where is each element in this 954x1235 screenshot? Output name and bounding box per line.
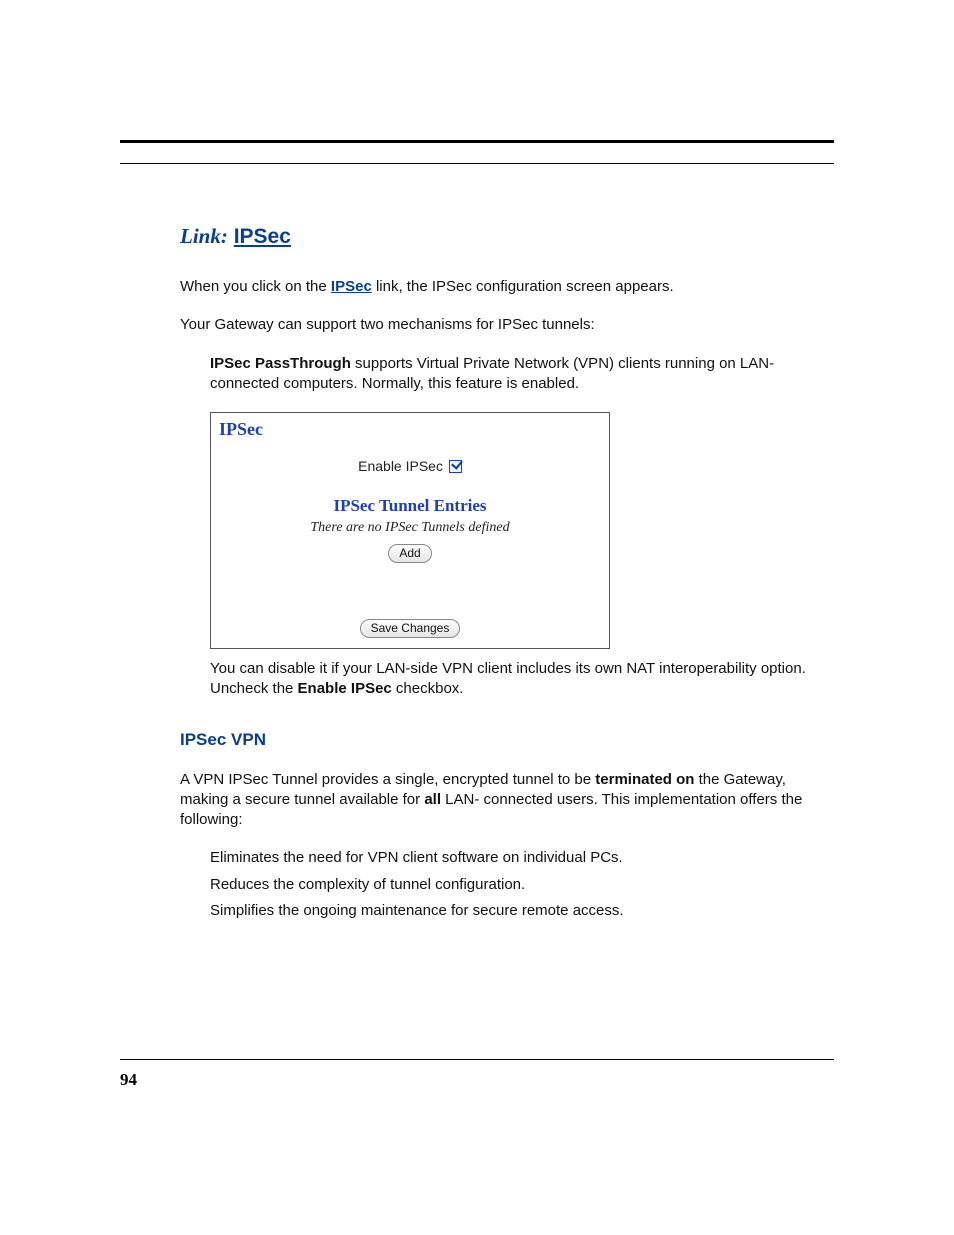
mechanisms-paragraph: Your Gateway can support two mechanisms … [180, 315, 834, 335]
page-content: Link: IPSec When you click on the IPSec … [180, 224, 834, 921]
list-item: Simplifies the ongoing maintenance for s… [210, 901, 834, 921]
list-item: Reduces the complexity of tunnel configu… [210, 875, 834, 895]
vpn-benefits-list: Eliminates the need for VPN client softw… [210, 848, 834, 921]
top-rule-thick [120, 140, 834, 143]
heading-prefix: Link: [180, 224, 228, 248]
bottom-rule [120, 1059, 834, 1060]
save-button-row: Save Changes [211, 619, 609, 648]
document-page: Link: IPSec When you click on the IPSec … [0, 0, 954, 1235]
intro-pre: When you click on the [180, 278, 331, 295]
add-button-row: Add [211, 542, 609, 571]
disable-note-bold: Enable IPSec [298, 680, 392, 697]
passthrough-paragraph: IPSec PassThrough supports Virtual Priva… [210, 354, 834, 395]
tunnel-entries-heading: IPSec Tunnel Entries [211, 478, 609, 518]
ipsec-link[interactable]: IPSec [331, 278, 372, 295]
tunnel-empty-text: There are no IPSec Tunnels defined [211, 518, 609, 542]
intro-post: link, the IPSec configuration screen app… [372, 278, 674, 295]
heading-link[interactable]: IPSec [234, 225, 291, 248]
passthrough-block: IPSec PassThrough supports Virtual Priva… [210, 354, 834, 700]
ipsec-vpn-heading: IPSec VPN [180, 730, 834, 750]
passthrough-label: IPSec PassThrough [210, 355, 351, 372]
vpn-intro-paragraph: A VPN IPSec Tunnel provides a single, en… [180, 770, 834, 831]
page-number: 94 [120, 1070, 137, 1090]
disable-note-paragraph: You can disable it if your LAN-side VPN … [210, 659, 834, 700]
ipsec-config-screenshot: IPSec Enable IPSec IPSec Tunnel Entries … [210, 412, 610, 649]
disable-note-post: checkbox. [392, 680, 464, 697]
vpn-intro-p1: A VPN IPSec Tunnel provides a single, en… [180, 771, 595, 788]
enable-row: Enable IPSec [211, 444, 609, 478]
intro-paragraph: When you click on the IPSec link, the IP… [180, 277, 834, 297]
section-heading: Link: IPSec [180, 224, 834, 249]
screenshot-title: IPSec [211, 413, 609, 444]
screenshot-spacer [211, 571, 609, 619]
list-item: Eliminates the need for VPN client softw… [210, 848, 834, 868]
vpn-intro-b1: terminated on [595, 771, 694, 788]
vpn-intro-b2: all [424, 791, 441, 808]
add-button[interactable]: Add [388, 544, 431, 563]
enable-ipsec-checkbox[interactable] [449, 460, 462, 473]
enable-label: Enable IPSec [358, 458, 443, 474]
top-rule-thin [120, 163, 834, 164]
save-changes-button[interactable]: Save Changes [360, 619, 461, 638]
